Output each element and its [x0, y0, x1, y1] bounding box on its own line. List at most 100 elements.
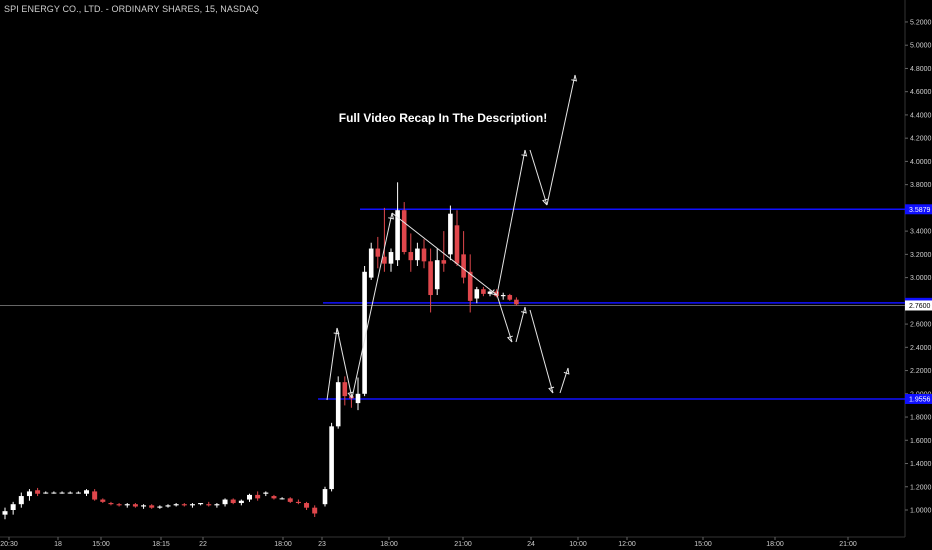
- arrow-segment: [351, 212, 393, 399]
- candle-body: [494, 291, 499, 297]
- arrow-segment: [546, 74, 576, 206]
- x-tick-label: 20:30: [0, 541, 18, 548]
- arrow-head: [506, 335, 513, 343]
- candle-body: [415, 248, 420, 261]
- y-tick-label: 2.4000: [910, 345, 932, 352]
- arrow-head: [548, 386, 555, 394]
- x-tick-label: 23: [318, 541, 326, 548]
- y-tick-label: 1.6000: [910, 438, 932, 445]
- y-tick-label: 3.2000: [910, 252, 932, 259]
- candle-body: [67, 492, 73, 494]
- candle-body: [401, 210, 407, 253]
- candle-body: [247, 494, 252, 500]
- candle-body: [100, 499, 106, 502]
- x-tick-label: 21:00: [454, 541, 472, 548]
- arrow-head: [571, 74, 578, 82]
- candle-body: [362, 271, 367, 394]
- y-tick-label: 1.0000: [910, 508, 932, 515]
- candle-body: [481, 289, 486, 294]
- candle-body: [322, 489, 328, 505]
- candle-body: [84, 490, 89, 494]
- candle-body: [92, 491, 98, 500]
- x-tick-label: 18:00: [766, 541, 784, 548]
- candle-body: [214, 504, 220, 506]
- candles: [2, 182, 519, 520]
- arrow-segment: [496, 149, 526, 296]
- candle-body: [149, 505, 155, 508]
- candle-body: [35, 490, 41, 494]
- level-price-label: 3.5879: [909, 207, 931, 214]
- x-tick-label: 18:15: [152, 541, 170, 548]
- chart-annotation: Full Video Recap In The Description!: [339, 111, 547, 125]
- x-tick-label: 18:00: [274, 541, 292, 548]
- candle-body: [395, 210, 400, 261]
- arrow-head: [388, 212, 395, 220]
- y-tick-label: 3.0000: [910, 275, 932, 282]
- candle-body: [43, 492, 49, 494]
- arrow-segment: [529, 149, 548, 206]
- current-price-label: 2.7600: [909, 303, 931, 310]
- candle-body: [454, 225, 460, 264]
- candle-body: [388, 252, 394, 264]
- candle-body: [312, 507, 318, 514]
- arrow-segment: [529, 309, 554, 394]
- candle-body: [271, 496, 277, 499]
- x-tick-label: 10:00: [569, 541, 587, 548]
- y-tick-label: 5.2000: [910, 19, 932, 26]
- candle-body: [263, 492, 269, 494]
- candle-body: [173, 504, 179, 506]
- arrow-segment: [559, 367, 569, 394]
- candle-body: [116, 504, 122, 506]
- candle-body: [141, 505, 147, 507]
- candle-body: [335, 382, 341, 427]
- candle-body: [181, 504, 187, 506]
- candle-body: [124, 504, 130, 506]
- time-axis: 20:30 18 15:00 18:15 22 18:00 23 18:00 21:00 24 10…: [0, 537, 857, 548]
- candle-body: [238, 500, 244, 504]
- y-tick-label: 2.6000: [910, 322, 932, 329]
- candle-body: [26, 491, 32, 497]
- candle-body: [279, 498, 285, 500]
- y-tick-label: 4.2000: [910, 136, 932, 143]
- candle-body: [329, 426, 334, 490]
- y-tick-label: 2.2000: [910, 368, 932, 375]
- candle-body: [189, 504, 195, 506]
- candle-body: [10, 504, 16, 510]
- current-price-tag: [905, 300, 932, 311]
- candle-body: [474, 289, 480, 299]
- candle-body: [467, 271, 473, 301]
- level-price-tag: [905, 204, 932, 215]
- y-tick-label: 4.8000: [910, 66, 932, 73]
- candle-body: [198, 503, 204, 505]
- arrow-segment: [336, 327, 353, 399]
- candle-body: [222, 499, 228, 505]
- y-tick-label: 5.0000: [910, 43, 932, 50]
- level-price-tag: [905, 393, 932, 404]
- candle-body: [434, 260, 440, 290]
- candle-body: [514, 299, 519, 305]
- arrow-head: [521, 306, 527, 314]
- candle-body: [75, 492, 81, 494]
- candle-body: [507, 295, 513, 300]
- arrow-head: [542, 198, 549, 206]
- candle-body: [375, 248, 381, 257]
- candle-body: [487, 291, 493, 294]
- candle-body: [132, 504, 138, 507]
- candle-body: [342, 382, 348, 397]
- x-tick-label: 21:00: [839, 541, 857, 548]
- x-tick-label: 15:00: [92, 541, 110, 548]
- candle-body: [206, 504, 212, 506]
- candle-body: [355, 393, 361, 404]
- candle-body: [295, 501, 301, 504]
- candle-body: [428, 261, 433, 296]
- y-tick-label: 3.8000: [910, 182, 932, 189]
- candle-body: [408, 252, 414, 261]
- arrow-segment: [515, 306, 526, 343]
- arrow-head: [347, 391, 354, 399]
- candle-body: [421, 248, 427, 262]
- arrow-segment: [496, 294, 513, 343]
- x-tick-label: 22: [199, 541, 207, 548]
- candle-body: [165, 505, 171, 507]
